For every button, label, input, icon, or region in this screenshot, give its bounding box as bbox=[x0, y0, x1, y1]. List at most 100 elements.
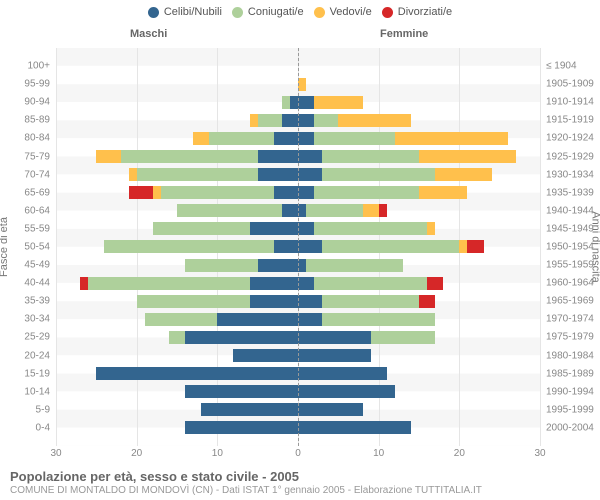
y-tick-left: 25-29 bbox=[0, 332, 50, 343]
bar-male-ved bbox=[193, 132, 209, 145]
bar-male-ved bbox=[96, 150, 120, 163]
y-axis-right-ticks: ≤ 19041905-19091910-19141915-19191920-19… bbox=[542, 48, 600, 446]
x-tick-label: 30 bbox=[534, 448, 545, 459]
bar-male-ved bbox=[153, 186, 161, 199]
bar-male-cel bbox=[185, 331, 298, 344]
bar-female-cel bbox=[298, 277, 314, 290]
bar-female-con bbox=[314, 222, 427, 235]
bar-male-con bbox=[88, 277, 249, 290]
bar-male-con bbox=[104, 240, 273, 253]
x-tick-label: 10 bbox=[373, 448, 384, 459]
footer-title: Popolazione per età, sesso e stato civil… bbox=[10, 469, 590, 484]
label-female: Femmine bbox=[380, 28, 428, 40]
bar-female-con bbox=[371, 331, 436, 344]
center-line bbox=[298, 48, 299, 446]
y-tick-left: 95-99 bbox=[0, 79, 50, 90]
bar-female-cel bbox=[298, 367, 387, 380]
bar-male-con bbox=[185, 259, 258, 272]
bar-male-cel bbox=[250, 295, 298, 308]
x-tick-label: 20 bbox=[131, 448, 142, 459]
y-tick-right: 1935-1939 bbox=[546, 187, 594, 198]
y-tick-left: 0-4 bbox=[0, 422, 50, 433]
bar-male-cel bbox=[185, 421, 298, 434]
y-tick-right: 1995-1999 bbox=[546, 404, 594, 415]
bar-male-con bbox=[153, 222, 250, 235]
y-tick-right: 1955-1959 bbox=[546, 260, 594, 271]
bar-female-con bbox=[306, 259, 403, 272]
x-tick-label: 30 bbox=[50, 448, 61, 459]
bar-male-con bbox=[137, 168, 258, 181]
bar-female-cel bbox=[298, 132, 314, 145]
y-tick-right: 1990-1994 bbox=[546, 386, 594, 397]
bar-female-cel bbox=[298, 222, 314, 235]
y-tick-right: 1910-1914 bbox=[546, 97, 594, 108]
bar-female-ved bbox=[363, 204, 379, 217]
bar-female-div bbox=[379, 204, 387, 217]
legend-swatch bbox=[148, 7, 159, 18]
x-tick-label: 10 bbox=[212, 448, 223, 459]
bar-female-cel bbox=[298, 421, 411, 434]
bar-female-con bbox=[314, 277, 427, 290]
y-tick-left: 20-24 bbox=[0, 350, 50, 361]
bar-male-ved bbox=[250, 114, 258, 127]
bar-female-cel bbox=[298, 331, 371, 344]
bar-female-con bbox=[314, 186, 419, 199]
y-tick-left: 15-19 bbox=[0, 368, 50, 379]
legend-label: Divorziati/e bbox=[398, 6, 452, 18]
bar-female-ved bbox=[314, 96, 362, 109]
legend-item: Vedovi/e bbox=[314, 6, 372, 18]
y-tick-left: 100+ bbox=[0, 61, 50, 72]
y-tick-left: 5-9 bbox=[0, 404, 50, 415]
gridline bbox=[540, 48, 541, 446]
bar-female-div bbox=[419, 295, 435, 308]
y-tick-right: 1980-1984 bbox=[546, 350, 594, 361]
y-tick-left: 60-64 bbox=[0, 205, 50, 216]
bar-male-div bbox=[129, 186, 153, 199]
bar-female-ved bbox=[395, 132, 508, 145]
bar-female-con bbox=[322, 295, 419, 308]
y-tick-left: 65-69 bbox=[0, 187, 50, 198]
y-tick-right: 1940-1944 bbox=[546, 205, 594, 216]
bar-male-con bbox=[177, 204, 282, 217]
bar-male-cel bbox=[290, 96, 298, 109]
y-tick-left: 85-89 bbox=[0, 115, 50, 126]
bar-female-con bbox=[314, 114, 338, 127]
bar-male-cel bbox=[258, 168, 298, 181]
bar-female-ved bbox=[459, 240, 467, 253]
legend-item: Celibi/Nubili bbox=[148, 6, 222, 18]
bar-female-cel bbox=[298, 259, 306, 272]
legend-label: Celibi/Nubili bbox=[164, 6, 222, 18]
y-tick-right: 1975-1979 bbox=[546, 332, 594, 343]
label-male: Maschi bbox=[130, 28, 167, 40]
bar-female-ved bbox=[298, 78, 306, 91]
bar-female-div bbox=[427, 277, 443, 290]
bar-male-cel bbox=[258, 259, 298, 272]
y-tick-left: 40-44 bbox=[0, 278, 50, 289]
y-axis-left-ticks: 100+95-9990-9485-8980-8475-7970-7465-696… bbox=[0, 48, 54, 446]
y-tick-left: 80-84 bbox=[0, 133, 50, 144]
legend-item: Coniugati/e bbox=[232, 6, 304, 18]
legend-label: Vedovi/e bbox=[330, 6, 372, 18]
y-tick-left: 30-34 bbox=[0, 314, 50, 325]
y-tick-right: 1950-1954 bbox=[546, 242, 594, 253]
y-tick-right: 1970-1974 bbox=[546, 314, 594, 325]
bar-male-cel bbox=[185, 385, 298, 398]
y-tick-right: 1905-1909 bbox=[546, 79, 594, 90]
y-tick-left: 10-14 bbox=[0, 386, 50, 397]
bar-male-con bbox=[169, 331, 185, 344]
bar-female-con bbox=[306, 204, 362, 217]
bar-male-con bbox=[121, 150, 258, 163]
bar-male-cel bbox=[250, 277, 298, 290]
bar-female-ved bbox=[419, 150, 516, 163]
y-tick-left: 90-94 bbox=[0, 97, 50, 108]
y-tick-left: 35-39 bbox=[0, 296, 50, 307]
bar-male-cel bbox=[96, 367, 298, 380]
bar-female-cel bbox=[298, 150, 322, 163]
y-tick-left: 75-79 bbox=[0, 151, 50, 162]
y-tick-right: 1925-1929 bbox=[546, 151, 594, 162]
y-tick-right: 1930-1934 bbox=[546, 169, 594, 180]
bar-female-cel bbox=[298, 204, 306, 217]
x-tick-label: 0 bbox=[295, 448, 301, 459]
bar-male-con bbox=[209, 132, 274, 145]
bar-female-cel bbox=[298, 295, 322, 308]
